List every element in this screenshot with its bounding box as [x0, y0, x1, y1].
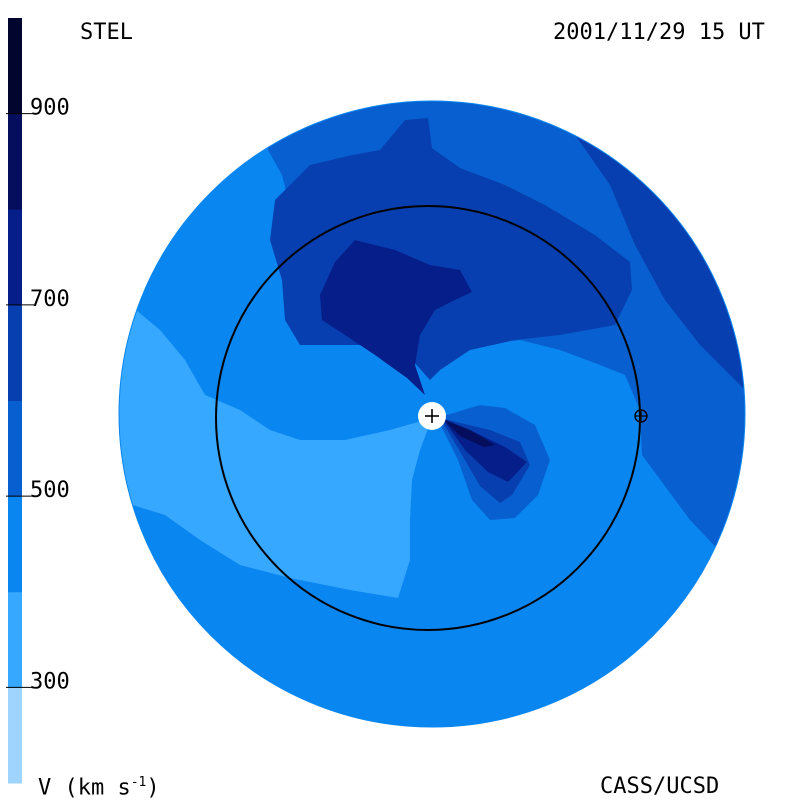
instrument-label: STEL	[80, 20, 133, 45]
colorbar-band-800-900	[8, 113, 22, 210]
colorbar-unit-text: V (km s	[38, 775, 131, 800]
datetime-label: 2001/11/29 15 UT	[553, 20, 765, 45]
sun-marker	[418, 402, 446, 430]
colorbar-band-200-300	[8, 687, 22, 784]
colorbar-unit-exponent: -1	[130, 775, 147, 790]
region-800-900-jet	[444, 420, 495, 447]
colorbar-band-500-600	[8, 400, 22, 497]
colorbar-band-400-500	[8, 496, 22, 593]
earth-orbit-circle	[215, 205, 641, 631]
earth-marker	[634, 409, 648, 423]
colorbar-band-700-800	[8, 209, 22, 306]
credit-label: CASS/UCSD	[600, 774, 720, 799]
colorbar-tick-label-900: 900	[30, 96, 70, 121]
colorbar-band-300-400	[8, 591, 22, 688]
colorbar-tick-label-300: 300	[30, 669, 70, 694]
colorbar: 300 500 700 900	[6, 18, 70, 784]
velocity-disk	[119, 101, 745, 727]
colorbar-band-900-1000	[8, 18, 22, 115]
disk-border	[118, 100, 746, 728]
colorbar-unit-label: V (km s-1)	[38, 776, 160, 799]
region-700-800-north	[320, 240, 472, 395]
colorbar-tick-label-500: 500	[30, 478, 70, 503]
colorbar-unit-close: )	[146, 775, 160, 800]
region-300-400-west	[119, 290, 432, 598]
colorbar-tick-label-700: 700	[30, 287, 70, 312]
colorbar-band-600-700	[8, 304, 22, 401]
